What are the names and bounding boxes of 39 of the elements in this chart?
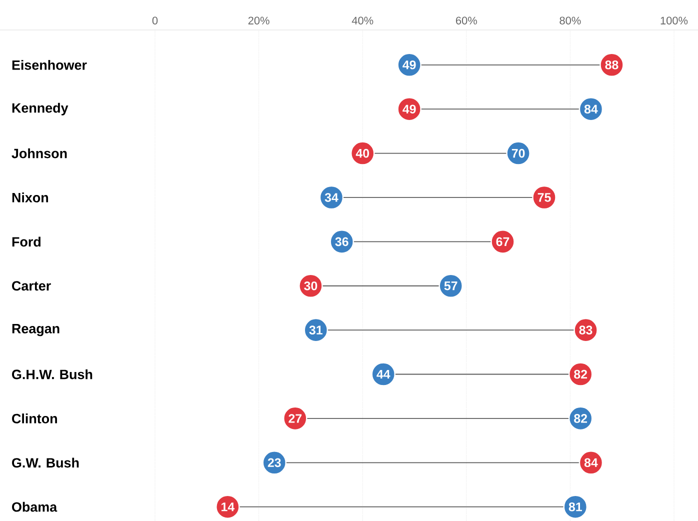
y-tick-label: Eisenhower <box>12 60 87 70</box>
x-tick-label: 100% <box>660 16 688 24</box>
y-tick-label: G.W. Bush <box>12 458 79 468</box>
x-tick-label: 40% <box>352 16 374 24</box>
data-label: 70 <box>512 148 525 158</box>
data-label: 82 <box>574 370 588 379</box>
data-label: 14 <box>222 502 235 512</box>
data-label: 44 <box>376 370 390 379</box>
data-label: 81 <box>568 502 582 512</box>
y-tick-label: Ford <box>12 236 40 247</box>
data-label: 84 <box>584 104 598 114</box>
data-label: 36 <box>335 237 348 246</box>
y-tick-label: Nixon <box>12 192 48 202</box>
data-label: 67 <box>496 237 510 246</box>
data-label: 83 <box>579 326 592 334</box>
data-label: 75 <box>538 193 551 202</box>
data-label: 34 <box>324 193 338 202</box>
data-label: 31 <box>309 326 322 334</box>
data-label: 57 <box>444 282 458 290</box>
data-label: 84 <box>584 458 598 468</box>
y-tick-label: Johnson <box>12 148 67 158</box>
y-tick-label: Clinton <box>12 414 57 424</box>
data-label: 23 <box>268 458 281 468</box>
y-tick-label: Reagan <box>12 324 60 336</box>
data-label: 27 <box>288 414 302 423</box>
data-label: 82 <box>574 414 588 423</box>
y-tick-label: Kennedy <box>12 102 68 116</box>
data-label: 49 <box>402 104 416 114</box>
y-tick-label: Carter <box>12 281 51 291</box>
data-label: 30 <box>304 281 318 290</box>
data-label: 40 <box>356 148 370 158</box>
x-tick-label: 20% <box>248 16 270 24</box>
y-tick-label: Obama <box>12 502 58 512</box>
y-tick-label: G.H.W. Bush <box>12 369 92 380</box>
x-tick-label: 60% <box>456 16 477 24</box>
x-tick-label: 0 <box>152 16 158 24</box>
x-tick-label: 80% <box>560 16 581 24</box>
data-label: 88 <box>605 60 618 70</box>
data-label: 49 <box>402 60 416 70</box>
